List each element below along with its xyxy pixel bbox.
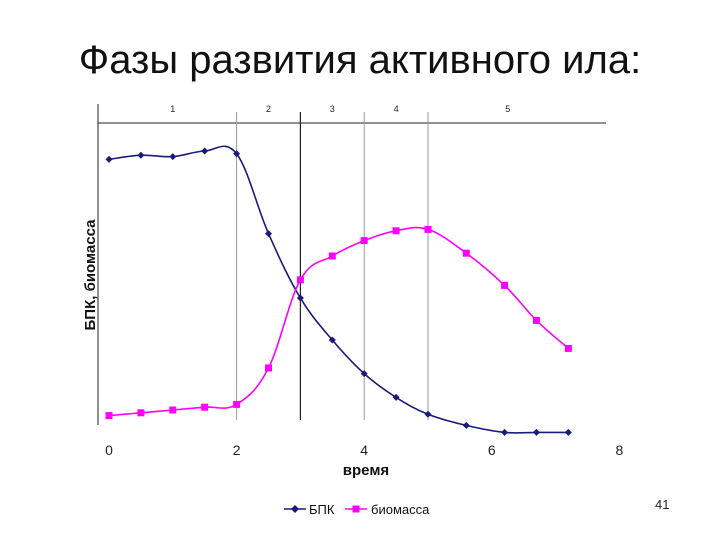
phase-boundaries xyxy=(236,112,429,420)
series-markers xyxy=(105,147,572,436)
phase-label: 1 xyxy=(170,104,175,114)
y-axis-label: БПК, биомасса xyxy=(82,219,99,331)
data-point-bpk xyxy=(392,393,400,401)
data-point-bpk xyxy=(532,428,540,436)
data-point-biomass xyxy=(169,406,177,414)
phase-label: 2 xyxy=(266,104,271,114)
slide-title: Фазы развития активного ила: xyxy=(78,38,642,82)
x-tick-labels: 0 2 4 6 8 xyxy=(105,442,623,458)
x-tick-label: 4 xyxy=(360,442,368,458)
data-point-bpk xyxy=(265,230,272,238)
data-point-biomass xyxy=(328,252,336,260)
data-point-bpk xyxy=(105,155,113,163)
series-line-biomass xyxy=(108,226,569,417)
data-point-biomass xyxy=(501,281,509,289)
data-point-bpk xyxy=(169,153,177,161)
x-axis-label: время xyxy=(343,462,389,479)
data-point-bpk xyxy=(233,150,241,158)
data-point-biomass xyxy=(201,403,209,411)
data-point-biomass xyxy=(265,364,272,372)
data-point-biomass xyxy=(233,400,241,408)
data-point-bpk xyxy=(501,428,509,436)
phase-label: 3 xyxy=(330,104,335,114)
data-point-bpk xyxy=(424,410,432,418)
data-point-bpk xyxy=(137,151,145,159)
legend: БПК биомасса xyxy=(284,502,430,517)
data-point-biomass xyxy=(564,344,572,352)
data-point-bpk xyxy=(462,421,470,429)
data-point-bpk xyxy=(296,294,304,302)
data-point-biomass xyxy=(532,316,540,324)
phase-label: 4 xyxy=(394,104,399,114)
data-point-biomass xyxy=(105,412,113,420)
data-point-biomass xyxy=(137,409,145,417)
legend-biomass-label: биомасса xyxy=(371,502,430,517)
x-tick-label: 8 xyxy=(616,442,624,458)
data-point-biomass xyxy=(462,249,470,257)
phase-label: 5 xyxy=(505,104,510,114)
data-point-bpk xyxy=(564,428,572,436)
data-point-biomass xyxy=(296,276,304,284)
x-tick-label: 0 xyxy=(105,442,113,458)
data-point-biomass xyxy=(424,225,432,233)
legend-bpk-label: БПК xyxy=(309,502,335,517)
data-point-biomass xyxy=(392,227,400,235)
data-point-bpk xyxy=(201,147,209,155)
series-lines xyxy=(108,145,569,434)
slide-number: 41 xyxy=(655,497,670,512)
data-point-bpk xyxy=(360,370,368,378)
data-point-biomass xyxy=(360,237,368,245)
legend-biomass-marker xyxy=(352,505,360,513)
legend-bpk-marker xyxy=(291,505,299,513)
x-tick-label: 2 xyxy=(233,442,241,458)
phase-labels: 1 2 3 4 5 xyxy=(170,104,510,114)
series-line-bpk xyxy=(108,145,569,434)
x-tick-label: 6 xyxy=(488,442,496,458)
data-point-bpk xyxy=(328,336,336,344)
